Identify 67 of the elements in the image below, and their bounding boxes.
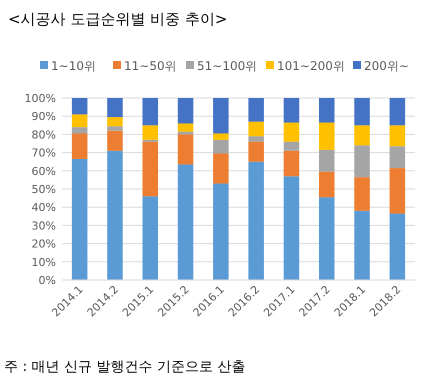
bar xyxy=(178,132,194,134)
bar xyxy=(142,142,158,196)
bar xyxy=(248,142,264,162)
y-tick-label: 10% xyxy=(32,256,56,269)
bar xyxy=(354,177,370,211)
bar xyxy=(213,154,229,184)
y-tick-label: 90% xyxy=(32,110,56,124)
bar xyxy=(248,162,264,280)
bar xyxy=(107,126,123,131)
bar xyxy=(284,176,300,280)
bar xyxy=(178,134,194,164)
legend-label: 200위~ xyxy=(364,59,409,73)
bar xyxy=(72,133,88,159)
bar xyxy=(213,184,229,280)
bar xyxy=(318,172,335,198)
bar xyxy=(284,122,300,142)
legend-label: 1~10위 xyxy=(51,59,96,73)
bar xyxy=(284,150,300,176)
bar xyxy=(318,122,335,150)
bar xyxy=(318,98,335,123)
y-tick-label: 100% xyxy=(24,92,56,105)
bar xyxy=(354,125,370,146)
legend-label: 101~200위 xyxy=(277,59,345,73)
bar xyxy=(107,98,123,118)
bar xyxy=(318,150,335,172)
bar xyxy=(213,98,229,134)
text: 주 : 매년 신규 발행건수 기준으로 산출 xyxy=(4,359,246,375)
y-tick-label: 40% xyxy=(32,201,56,214)
bar xyxy=(248,98,264,122)
bar xyxy=(142,125,158,140)
bar xyxy=(178,123,194,132)
chart-title: <시공사 도급순위별 비중 추이> xyxy=(8,10,228,28)
bar xyxy=(107,150,123,280)
y-tick-label: 0% xyxy=(38,274,56,287)
y-tick-label: 30% xyxy=(32,219,56,232)
y-tick-label: 80% xyxy=(32,128,56,142)
bar xyxy=(390,98,406,126)
bar xyxy=(284,98,300,123)
bar xyxy=(72,98,88,114)
bar xyxy=(107,130,123,151)
legend-label: 11~50위 xyxy=(124,59,177,73)
y-tick-label: 60% xyxy=(32,164,56,178)
legend-label: 51~100위 xyxy=(197,59,258,73)
bar xyxy=(213,133,229,140)
bar xyxy=(354,210,370,280)
bar xyxy=(72,114,88,128)
bar xyxy=(390,214,406,280)
bar xyxy=(142,196,158,280)
bar xyxy=(354,145,370,178)
bar xyxy=(178,98,194,124)
bar xyxy=(248,122,264,136)
y-tick-label: 20% xyxy=(32,238,56,251)
bar xyxy=(390,168,406,214)
bar xyxy=(390,125,406,146)
bar xyxy=(248,136,264,142)
bar xyxy=(72,127,88,134)
bar xyxy=(354,98,370,126)
bar xyxy=(142,98,158,126)
bar xyxy=(178,164,194,280)
bar xyxy=(390,146,406,168)
y-tick-label: 50% xyxy=(32,183,56,196)
bar xyxy=(213,140,229,154)
bar xyxy=(284,142,300,151)
bar xyxy=(107,117,123,126)
y-tick-label: 70% xyxy=(32,146,56,160)
bar xyxy=(72,158,88,280)
bar xyxy=(318,197,335,280)
